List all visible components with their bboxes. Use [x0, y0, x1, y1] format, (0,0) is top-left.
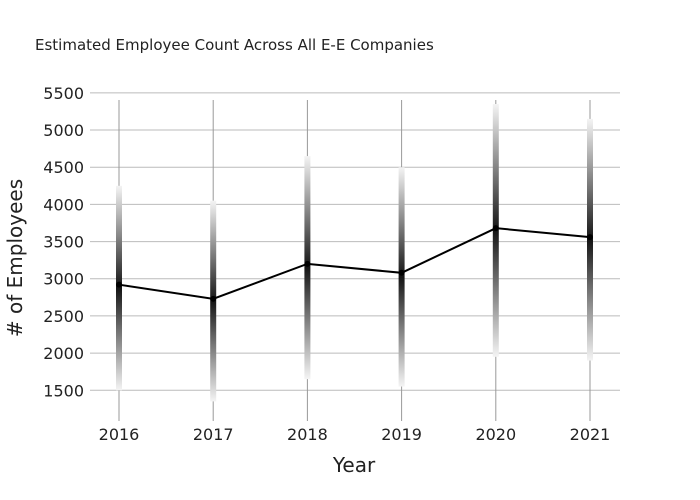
chart-title: Estimated Employee Count Across All E-E …: [35, 36, 434, 54]
y-tick-label: 4000: [43, 195, 84, 214]
y-tick-label: 5500: [43, 84, 84, 103]
data-point: [210, 295, 217, 302]
data-point: [116, 281, 122, 288]
data-point: [492, 225, 499, 232]
y-tick-label: 2500: [43, 307, 84, 326]
x-tick-label: 2019: [381, 425, 422, 444]
x-axis-title: Year: [332, 453, 376, 477]
x-tick-labels: 2016 2017 2018 2019 2020 2021: [99, 425, 611, 444]
y-tick-label: 5000: [43, 121, 84, 140]
series-line: [118, 227, 591, 300]
range-band: [304, 156, 311, 380]
range-band: [398, 167, 405, 387]
x-tick-label: 2020: [475, 425, 516, 444]
grid-lines: [90, 92, 620, 421]
y-tick-label: 4500: [43, 158, 84, 177]
data-points: [116, 225, 593, 302]
x-tick-label: 2016: [99, 425, 140, 444]
y-axis-title: # of Employees: [3, 179, 27, 337]
data-point: [304, 260, 311, 267]
y-tick-label: 3500: [43, 233, 84, 252]
y-tick-label: 2000: [43, 344, 84, 363]
data-point: [398, 269, 405, 276]
range-band: [116, 185, 122, 391]
data-point: [587, 234, 593, 241]
y-tick-label: 1500: [43, 381, 84, 400]
y-tick-labels: 1500 2000 2500 3000 3500 4000 4500 5000 5500: [43, 84, 84, 400]
x-tick-label: 2021: [570, 425, 611, 444]
y-tick-label: 3000: [43, 270, 84, 289]
series-line-group: [118, 227, 591, 300]
x-tick-label: 2018: [287, 425, 328, 444]
range-bands: [116, 104, 593, 402]
x-tick-label: 2017: [193, 425, 234, 444]
